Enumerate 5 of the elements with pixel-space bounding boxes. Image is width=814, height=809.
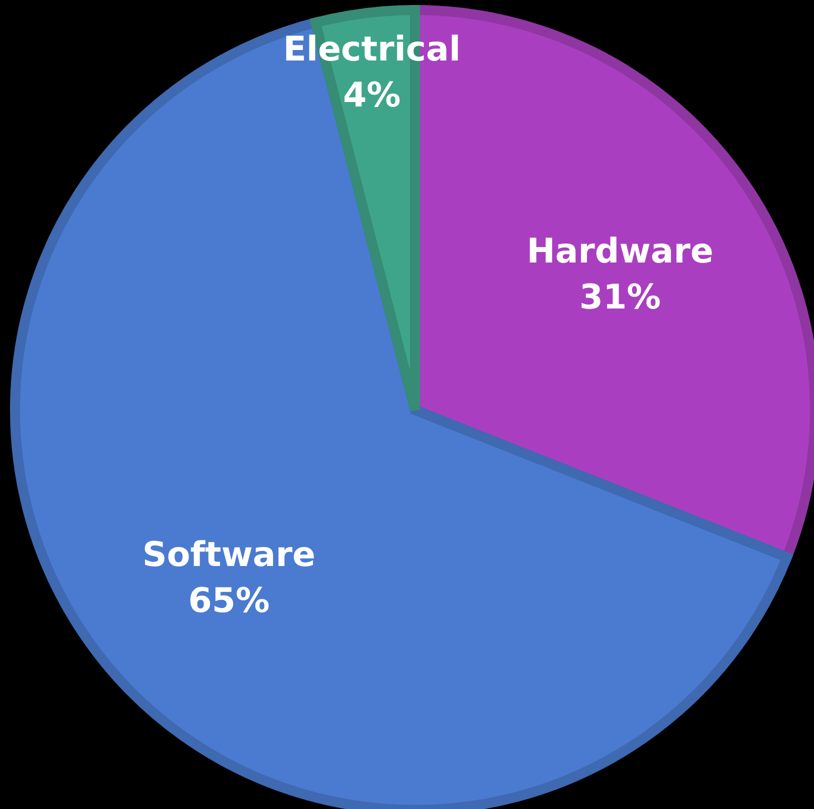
slice-label: Software	[142, 535, 316, 576]
data-label: 4%	[343, 76, 401, 116]
slice-label: Hardware	[526, 232, 714, 272]
data-label: 31%	[579, 278, 661, 318]
data-label: 65%	[188, 581, 270, 622]
